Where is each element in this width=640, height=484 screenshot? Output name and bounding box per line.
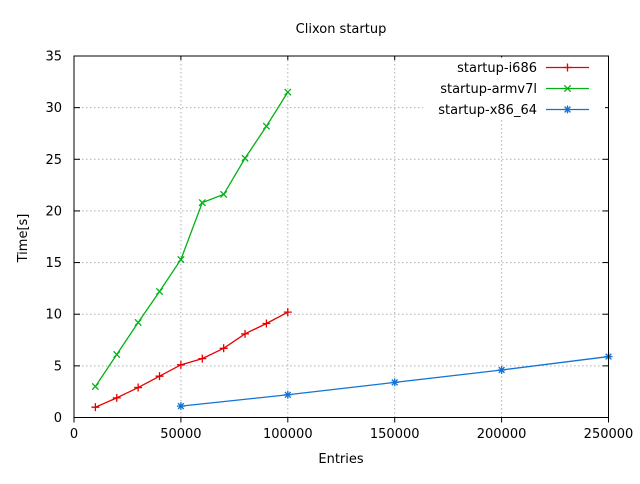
data-point-marker xyxy=(155,287,164,296)
data-point-marker xyxy=(241,154,249,162)
data-point-marker xyxy=(262,319,271,328)
x-tick-label: 100000 xyxy=(263,427,313,442)
data-point-marker xyxy=(91,382,100,391)
y-tick-label: 5 xyxy=(54,359,62,374)
x-tick-label: 50000 xyxy=(160,427,201,442)
y-tick-label: 25 xyxy=(45,153,62,168)
legend-marker xyxy=(563,84,572,93)
x-tick-label: 250000 xyxy=(584,427,634,442)
plot-border xyxy=(73,55,609,418)
data-point-marker xyxy=(283,308,292,317)
data-point-marker xyxy=(497,365,506,374)
data-point-marker xyxy=(241,329,250,338)
legend-label: startup-armv7l xyxy=(440,82,537,97)
legend-label: startup-x86_64 xyxy=(438,103,537,118)
data-point-marker xyxy=(219,344,228,353)
x-tick-label: 150000 xyxy=(370,427,420,442)
data-point-marker xyxy=(390,378,399,387)
plot-area: 0 50000 100000 150000 200000 250000 0 5 10 15 20 25… xyxy=(45,50,633,443)
legend-label: startup-i686 xyxy=(457,61,537,76)
data-point-marker xyxy=(284,88,292,96)
data-point-marker xyxy=(177,255,185,264)
x-tick-label: 200000 xyxy=(477,427,527,442)
data-point-marker xyxy=(283,390,292,399)
data-point-marker xyxy=(113,350,121,359)
data-point-marker xyxy=(262,122,271,130)
data-point-marker xyxy=(91,403,100,412)
data-point-marker xyxy=(176,360,185,369)
data-point-marker xyxy=(198,199,206,207)
x-tick-label: 0 xyxy=(70,427,78,442)
y-tick-label: 30 xyxy=(45,101,62,116)
data-point-marker xyxy=(112,393,121,402)
y-axis-label: Time[s] xyxy=(16,214,31,264)
legend-marker xyxy=(563,63,572,72)
data-point-marker xyxy=(134,318,142,327)
chart-title: Clixon startup xyxy=(296,22,387,37)
data-point-marker xyxy=(220,190,228,199)
legend-marker xyxy=(563,105,572,114)
y-tick-label: 0 xyxy=(54,411,62,426)
data-point-marker xyxy=(198,354,207,363)
data-point-marker xyxy=(134,383,143,392)
y-tick-label: 20 xyxy=(45,204,62,219)
x-axis-label: Entries xyxy=(318,452,364,467)
y-tick-label: 10 xyxy=(45,308,62,323)
y-tick-label: 15 xyxy=(45,256,62,271)
data-point-marker xyxy=(155,372,164,381)
series-line-startup-armv7l xyxy=(94,91,289,387)
y-tick-label: 35 xyxy=(45,50,62,65)
series-line-startup-i686 xyxy=(95,311,289,408)
data-point-marker xyxy=(176,402,185,411)
